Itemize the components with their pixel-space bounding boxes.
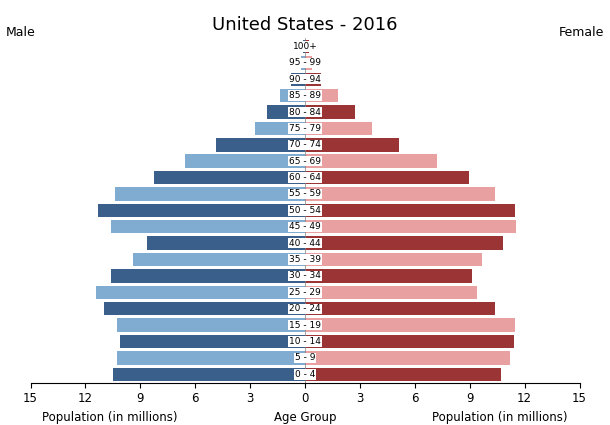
Bar	[305, 368, 501, 381]
Bar	[305, 286, 477, 299]
Text: 100+: 100+	[293, 42, 317, 51]
Text: Population (in millions): Population (in millions)	[432, 411, 568, 424]
Bar	[292, 73, 305, 86]
Bar	[104, 302, 305, 315]
Text: 35 - 39: 35 - 39	[289, 255, 321, 264]
Bar	[115, 187, 305, 201]
Bar	[120, 335, 305, 348]
Bar	[117, 351, 305, 365]
Text: 95 - 99: 95 - 99	[289, 58, 321, 67]
Bar	[117, 318, 305, 332]
Bar	[305, 335, 514, 348]
Bar	[281, 89, 305, 102]
Text: 0 - 4: 0 - 4	[295, 370, 315, 379]
Text: 20 - 24: 20 - 24	[289, 304, 321, 313]
Bar	[255, 122, 305, 135]
Text: 50 - 54: 50 - 54	[289, 206, 321, 215]
Text: 85 - 89: 85 - 89	[289, 91, 321, 100]
Text: 70 - 74: 70 - 74	[289, 140, 321, 149]
Bar	[305, 171, 468, 184]
Text: 10 - 14: 10 - 14	[289, 337, 321, 346]
Text: Population (in millions): Population (in millions)	[42, 411, 178, 424]
Bar	[305, 204, 514, 217]
Bar	[305, 236, 503, 250]
Bar	[305, 269, 472, 283]
Text: Age Group: Age Group	[274, 411, 336, 424]
Bar	[305, 40, 309, 53]
Bar	[111, 269, 305, 283]
Bar	[305, 318, 515, 332]
Text: 15 - 19: 15 - 19	[289, 320, 321, 330]
Text: 25 - 29: 25 - 29	[289, 288, 321, 297]
Bar	[113, 368, 305, 381]
Text: 40 - 44: 40 - 44	[289, 239, 321, 248]
Bar	[305, 154, 437, 168]
Bar	[305, 138, 399, 152]
Bar	[303, 40, 305, 53]
Bar	[216, 138, 305, 152]
Bar	[305, 56, 312, 70]
Bar	[185, 154, 305, 168]
Bar	[267, 105, 305, 119]
Text: 5 - 9: 5 - 9	[295, 354, 315, 363]
Bar	[98, 204, 305, 217]
Text: Male: Male	[6, 26, 36, 39]
Bar	[305, 302, 495, 315]
Text: 80 - 84: 80 - 84	[289, 108, 321, 116]
Bar	[154, 171, 305, 184]
Title: United States - 2016: United States - 2016	[212, 16, 398, 34]
Text: 30 - 34: 30 - 34	[289, 272, 321, 280]
Bar	[305, 73, 321, 86]
Bar	[305, 122, 372, 135]
Text: 90 - 94: 90 - 94	[289, 75, 321, 84]
Text: 45 - 49: 45 - 49	[289, 222, 321, 231]
Bar	[96, 286, 305, 299]
Bar	[305, 187, 495, 201]
Bar	[133, 253, 305, 266]
Bar	[301, 56, 305, 70]
Text: 60 - 64: 60 - 64	[289, 173, 321, 182]
Bar	[305, 105, 355, 119]
Bar	[305, 89, 338, 102]
Text: 75 - 79: 75 - 79	[289, 124, 321, 133]
Text: 65 - 69: 65 - 69	[289, 157, 321, 166]
Text: 55 - 59: 55 - 59	[289, 190, 321, 198]
Text: Female: Female	[559, 26, 604, 39]
Bar	[146, 236, 305, 250]
Bar	[305, 351, 510, 365]
Bar	[305, 220, 516, 233]
Bar	[305, 253, 482, 266]
Bar	[111, 220, 305, 233]
